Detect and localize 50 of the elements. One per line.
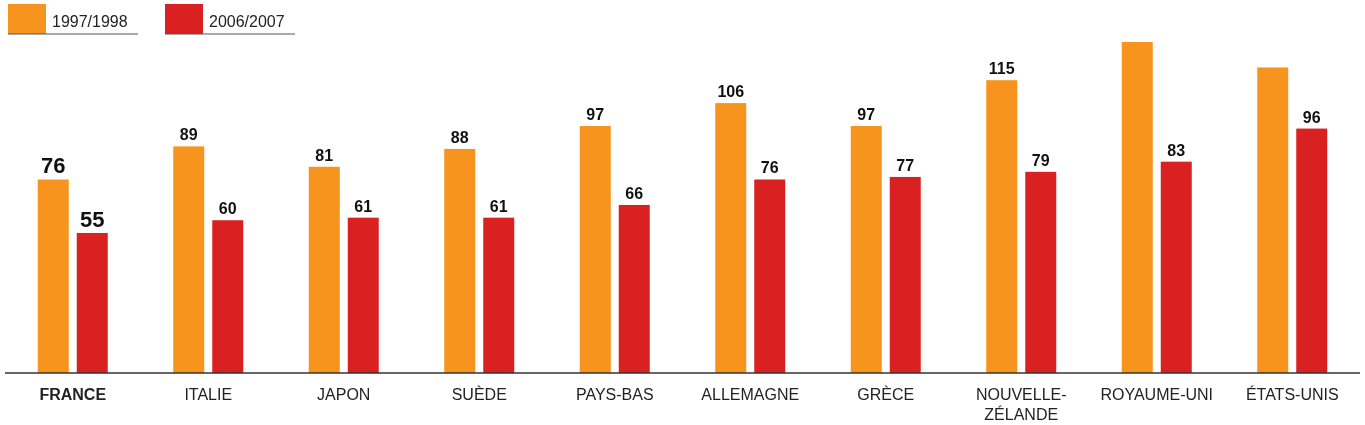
- bar: [37, 179, 69, 373]
- bar: [1160, 161, 1192, 373]
- bar: [715, 103, 747, 373]
- bar: [76, 232, 108, 373]
- data-label: 76: [760, 159, 779, 177]
- data-label: 106: [717, 83, 745, 101]
- data-label: 66: [625, 184, 644, 202]
- x-tick-label: PAYS-BAS: [575, 386, 654, 403]
- data-label: 115: [988, 60, 1015, 78]
- legend-label: 1997/1998: [52, 13, 128, 30]
- bar: [212, 220, 244, 373]
- bar: [483, 217, 515, 373]
- bar: [347, 217, 379, 373]
- bar: [754, 179, 786, 373]
- x-tick-label: ÉTATS-UNIS: [1245, 385, 1339, 403]
- x-tick-label: NOUVELLE-ZÉLANDE: [975, 386, 1067, 423]
- data-label: 76: [41, 153, 66, 179]
- data-label: 81: [315, 146, 334, 164]
- bar: [1025, 171, 1057, 373]
- x-tick-label: SUÈDE: [451, 385, 507, 403]
- bar: [1257, 67, 1289, 373]
- data-label: 77: [896, 156, 915, 174]
- x-tick-label: FRANCE: [39, 386, 107, 403]
- x-tick-label: GRÈCE: [857, 385, 915, 403]
- data-label: 83: [1167, 141, 1186, 159]
- data-label: 89: [179, 126, 198, 144]
- x-tick-label: ITALIE: [184, 386, 233, 403]
- bar: [618, 204, 650, 373]
- data-label: 61: [354, 197, 373, 215]
- bar: [579, 126, 611, 373]
- x-tick-label: ALLEMAGNE: [701, 386, 800, 403]
- bar: [173, 146, 205, 373]
- x-tick-label: ROYAUME-UNI: [1100, 386, 1214, 403]
- bar: [308, 166, 340, 373]
- bar: [1121, 42, 1153, 373]
- bar: [1296, 128, 1328, 373]
- data-label: 88: [450, 128, 469, 146]
- data-label: 60: [218, 200, 237, 218]
- data-label: 97: [857, 106, 876, 124]
- bar: [889, 176, 921, 373]
- legend-label: 2006/2007: [209, 13, 285, 30]
- data-label: 61: [489, 197, 508, 215]
- data-label: 97: [586, 106, 605, 124]
- bar: [444, 148, 476, 373]
- x-tick-label: JAPON: [317, 386, 371, 403]
- data-label: 55: [80, 206, 105, 232]
- data-label: 96: [1302, 108, 1321, 126]
- data-label: 79: [1031, 151, 1050, 169]
- bar: [986, 80, 1018, 373]
- bar: [850, 126, 882, 373]
